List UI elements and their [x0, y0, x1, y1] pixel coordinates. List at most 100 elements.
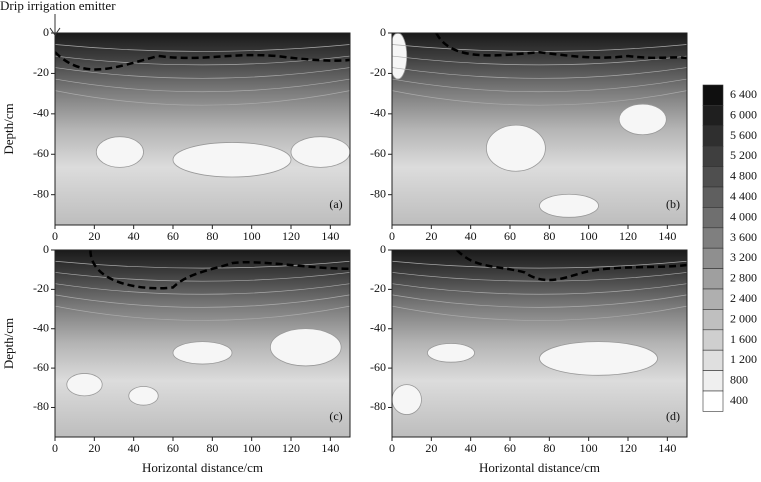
x-tick-label: 80 — [543, 441, 555, 455]
contour-line — [55, 78, 350, 93]
y-tick-label: -80 — [370, 186, 386, 200]
light-region — [172, 142, 292, 178]
wetting-front — [435, 33, 687, 60]
y-tick-label: -60 — [370, 146, 386, 160]
y-tick-label: -20 — [33, 65, 49, 79]
colorbar-cell — [702, 227, 724, 249]
colorbar-cell — [702, 84, 724, 106]
contour-line — [55, 44, 350, 52]
x-tick-label: 140 — [658, 441, 676, 455]
contour-line — [392, 305, 687, 321]
x-tick-label: 60 — [504, 441, 516, 455]
y-tick-label: -80 — [370, 399, 386, 413]
contour-line — [392, 294, 687, 308]
x-axis-title: Horizontal distance/cm — [142, 460, 263, 475]
contour-line — [392, 55, 687, 66]
colorbar-cell — [702, 370, 724, 392]
x-tick-label: 120 — [619, 441, 637, 455]
wetting-front — [455, 250, 687, 282]
x-tick-label: 80 — [206, 229, 218, 243]
colorbar-label: 4 800 — [730, 169, 757, 183]
light-region — [618, 103, 667, 136]
light-region — [269, 328, 342, 367]
x-tick-label: 0 — [389, 441, 395, 455]
x-tick-label: 100 — [580, 441, 598, 455]
y-tick-label: -80 — [33, 186, 49, 200]
colorbar-label: 800 — [730, 373, 748, 387]
x-tick-label: 0 — [52, 229, 58, 243]
y-tick-label: 0 — [380, 242, 386, 256]
colorbar-label: 5 600 — [730, 128, 757, 142]
light-region — [392, 384, 422, 415]
y-axis-title: Depth/cm — [1, 103, 16, 154]
x-tick-label: 140 — [321, 441, 339, 455]
contour-panel: 0 20 40 60 80 100 120 140 0 -20 -40 -60 -80 (a) Depth/… — [0, 0, 351, 243]
contour-line — [392, 78, 687, 93]
light-region — [290, 136, 350, 168]
arrow-head — [49, 27, 61, 36]
colorbar-cell — [702, 247, 724, 269]
colorbar-label: 6 000 — [730, 107, 757, 121]
panel-label: (d) — [666, 409, 680, 423]
colorbar-cell — [702, 288, 724, 310]
contour-panel: 0 20 40 60 80 100 120 140 0 -20 -40 -60 -80 (b) — [370, 25, 688, 243]
colorbar-cell — [702, 329, 724, 351]
colorbar-label: 2 400 — [730, 291, 757, 305]
contour-field — [392, 33, 687, 225]
contour-line — [55, 272, 350, 282]
x-tick-label: 40 — [128, 229, 140, 243]
light-region — [486, 124, 546, 172]
y-tick-label: -40 — [33, 320, 49, 334]
x-tick-label: 60 — [167, 229, 179, 243]
panel-label: (a) — [329, 197, 342, 211]
y-tick-label: -20 — [33, 281, 49, 295]
light-region — [66, 373, 103, 397]
colorbar-label: 4 000 — [730, 209, 757, 223]
colorbar-label: 3 200 — [730, 250, 757, 264]
colorbar-cell — [702, 390, 724, 412]
x-tick-label: 60 — [504, 229, 516, 243]
contour-field — [392, 250, 687, 437]
y-tick-label: -20 — [370, 281, 386, 295]
contour-line — [55, 283, 350, 295]
contour-line — [392, 90, 687, 106]
light-region — [172, 341, 233, 365]
x-tick-label: 20 — [425, 441, 437, 455]
y-tick-label: -60 — [370, 360, 386, 374]
colorbar-label: 2 800 — [730, 271, 757, 285]
x-tick-label: 100 — [580, 229, 598, 243]
y-tick-label: -60 — [33, 360, 49, 374]
y-tick-label: 0 — [43, 242, 49, 256]
contour-field — [55, 33, 350, 225]
y-tick-label: -40 — [33, 106, 49, 120]
x-tick-label: 120 — [619, 229, 637, 243]
contour-line — [55, 67, 350, 79]
light-region — [539, 193, 599, 218]
colorbar-cell — [702, 349, 724, 371]
plot-frame — [391, 249, 688, 438]
colorbar: 6 400 6 000 5 600 5 200 4 800 4 400 4 000 3 600… — [702, 84, 757, 412]
y-axis-title: Depth/cm — [1, 318, 16, 369]
x-tick-label: 60 — [167, 441, 179, 455]
annotation: Drip irrigation emitter — [0, 0, 116, 13]
x-tick-label: 40 — [128, 441, 140, 455]
light-region — [539, 341, 658, 376]
plot-frame — [54, 249, 351, 438]
y-tick-label: 0 — [380, 25, 386, 39]
x-tick-label: 80 — [206, 441, 218, 455]
colorbar-cell — [702, 105, 724, 127]
plot-frame — [54, 32, 351, 226]
colorbar-label: 6 400 — [730, 87, 757, 101]
contour-panel: 0 20 40 60 80 100 120 140 0 -20 -40 -60 -80 (d) Horizo… — [370, 242, 688, 475]
contour-line — [55, 55, 350, 66]
contour-line — [392, 283, 687, 295]
wetting-front — [89, 250, 350, 290]
contour-field — [55, 250, 350, 437]
x-tick-label: 20 — [88, 441, 100, 455]
y-tick-label: -40 — [370, 320, 386, 334]
x-tick-label: 120 — [282, 441, 300, 455]
colorbar-cell — [702, 145, 724, 167]
wetting-front — [55, 51, 350, 71]
colorbar-label: 2 000 — [730, 311, 757, 325]
